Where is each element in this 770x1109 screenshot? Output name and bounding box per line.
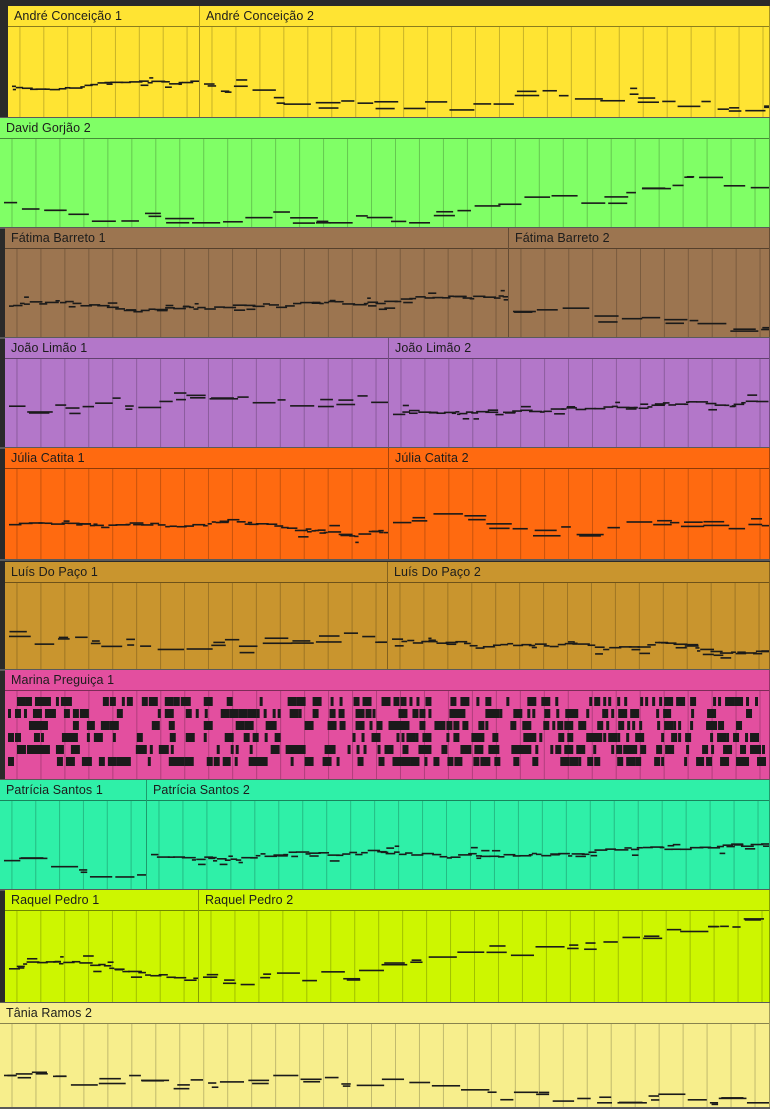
clip-notes [509,249,769,338]
midi-clip[interactable]: Patrícia Santos 1 [0,780,147,890]
clip-notes [389,469,769,560]
track-4: João Limão 1 João Limão 2 [0,338,770,448]
midi-notes-graphic [203,27,769,118]
clip-header[interactable]: Tânia Ramos 2 [0,1003,769,1024]
clip-name: André Conceição 2 [206,9,315,23]
clip-header[interactable]: André Conceição 1 [8,6,199,27]
clip-name: João Limão 2 [395,341,472,355]
clip-notes [8,27,199,118]
clip-header[interactable]: Patrícia Santos 2 [147,780,769,801]
clip-name: Júlia Catita 2 [395,451,469,465]
clip-notes [5,583,387,670]
midi-notes-graphic [202,911,764,1003]
midi-notes-graphic [3,801,146,890]
clip-header[interactable]: Luís Do Paço 2 [388,562,769,583]
clip-header[interactable]: Luís Do Paço 1 [5,562,387,583]
track-1: André Conceição 1 André Conceição 2 [0,6,770,118]
clip-notes [389,359,769,448]
midi-notes-graphic [391,583,769,670]
clip-notes [5,691,769,780]
clip-notes [0,139,769,228]
clip-header[interactable]: Raquel Pedro 1 [5,890,198,911]
track-8: Patrícia Santos 1 Patrícia Santos 2 [0,780,770,890]
clip-notes [147,801,769,890]
midi-notes-graphic [3,139,769,228]
clip-name: Raquel Pedro 2 [205,893,294,907]
clip-header[interactable]: João Limão 2 [389,338,769,359]
clip-notes [0,801,146,890]
clip-notes [5,469,388,560]
clip-header[interactable]: Raquel Pedro 2 [199,890,769,911]
clip-header[interactable]: Fátima Barreto 2 [509,228,769,249]
clip-header[interactable]: Fátima Barreto 1 [5,228,508,249]
clip-notes [5,359,388,448]
track-9: Raquel Pedro 1 Raquel Pedro 2 [0,890,770,1003]
clip-name: Fátima Barreto 1 [11,231,106,245]
midi-notes-graphic [8,469,388,560]
midi-notes-graphic [8,249,508,338]
track-10: Tânia Ramos 2 [0,1003,770,1108]
midi-clip[interactable]: Tânia Ramos 2 [0,1003,770,1108]
track-5: Júlia Catita 1 Júlia Catita 2 [0,448,770,560]
clip-name: Tânia Ramos 2 [6,1006,93,1020]
midi-clip[interactable]: João Limão 1 [5,338,389,448]
clip-name: Fátima Barreto 2 [515,231,610,245]
clip-name: Patrícia Santos 2 [153,783,250,797]
midi-clip[interactable]: Fátima Barreto 2 [509,228,770,338]
midi-clip[interactable]: Fátima Barreto 1 [5,228,509,338]
midi-notes-graphic [8,583,387,670]
clip-name: Marina Preguiça 1 [11,673,115,687]
midi-clip[interactable]: Luís Do Paço 1 [5,562,388,670]
clip-header[interactable]: Júlia Catita 1 [5,448,388,469]
midi-clip[interactable]: André Conceição 2 [200,6,770,118]
midi-clip[interactable]: Júlia Catita 2 [389,448,770,560]
track-2: David Gorjão 2 [0,118,770,228]
clip-name: David Gorjão 2 [6,121,91,135]
clip-name: Patrícia Santos 1 [6,783,103,797]
midi-notes-graphic [150,801,769,890]
midi-notes-graphic [11,27,199,118]
clip-name: André Conceição 1 [14,9,123,23]
midi-notes-graphic [8,359,388,448]
midi-notes-graphic [512,249,769,338]
midi-notes-graphic [392,359,769,448]
midi-clip[interactable]: João Limão 2 [389,338,770,448]
midi-notes-graphic [8,911,198,1003]
clip-header[interactable]: David Gorjão 2 [0,118,769,139]
clip-notes [199,911,769,1003]
clip-name: Luís Do Paço 2 [394,565,481,579]
midi-notes-graphic [392,469,769,560]
clip-notes [388,583,769,670]
midi-clip[interactable]: Raquel Pedro 2 [199,890,770,1003]
track-3: Fátima Barreto 1 Fátima Barreto 2 [0,228,770,338]
track-divider [0,559,770,561]
clip-header[interactable]: André Conceição 2 [200,6,769,27]
midi-clip[interactable]: Raquel Pedro 1 [5,890,199,1003]
midi-clip[interactable]: Marina Preguiça 1 [5,670,770,780]
clip-header[interactable]: João Limão 1 [5,338,388,359]
clip-notes [5,911,198,1003]
midi-clip[interactable]: André Conceição 1 [8,6,200,118]
midi-clip[interactable]: Júlia Catita 1 [5,448,389,560]
midi-clip[interactable]: David Gorjão 2 [0,118,770,228]
midi-notes-graphic [3,1024,769,1108]
midi-notes-graphic [7,691,767,780]
clip-name: João Limão 1 [11,341,88,355]
clip-name: Luís Do Paço 1 [11,565,98,579]
midi-clip[interactable]: Patrícia Santos 2 [147,780,770,890]
clip-notes [200,27,769,118]
track-6: Luís Do Paço 1 Luís Do Paço 2 [0,562,770,670]
clip-header[interactable]: Marina Preguiça 1 [5,670,769,691]
midi-clip[interactable]: Luís Do Paço 2 [388,562,770,670]
clip-notes [0,1024,769,1108]
clip-name: Júlia Catita 1 [11,451,85,465]
clip-header[interactable]: Patrícia Santos 1 [0,780,146,801]
track-7: Marina Preguiça 1 [0,670,770,780]
clip-header[interactable]: Júlia Catita 2 [389,448,769,469]
clip-notes [5,249,508,338]
clip-name: Raquel Pedro 1 [11,893,100,907]
